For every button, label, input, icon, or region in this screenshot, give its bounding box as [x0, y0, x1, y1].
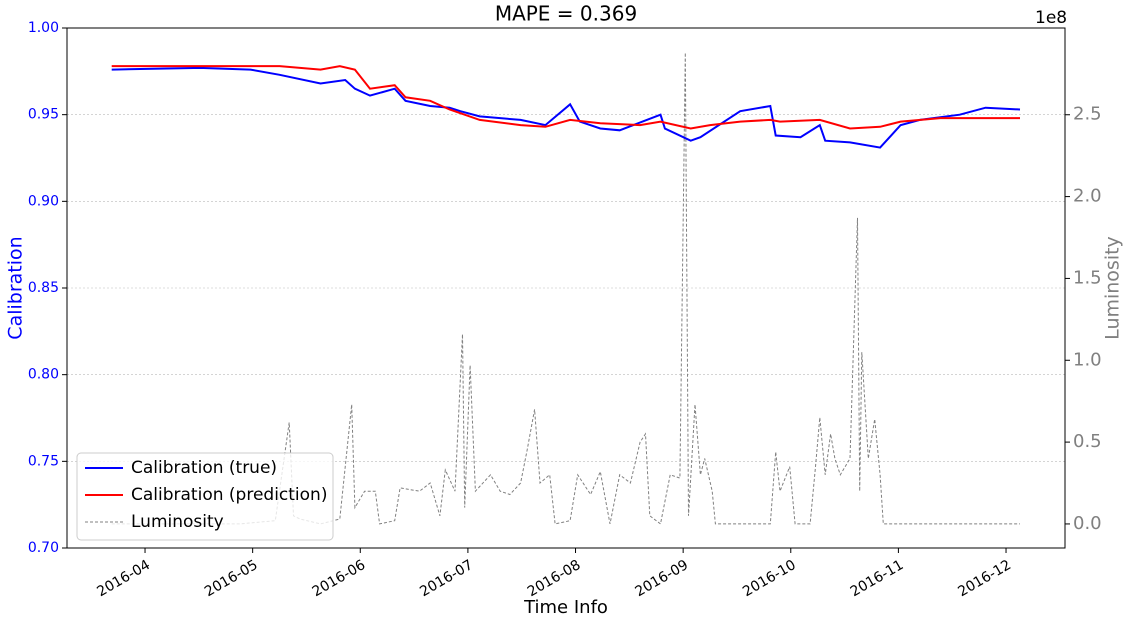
series-line [111, 65, 1020, 130]
x-tick-label: 2016-08 [525, 557, 584, 600]
x-tick-label: 2016-11 [848, 557, 907, 600]
x-tick-label: 2016-04 [94, 557, 153, 600]
x-tick-label: 2016-06 [310, 557, 369, 600]
y2-tick-label: 1.5 [1073, 267, 1102, 288]
legend: Calibration (true) Calibration (predictio… [76, 452, 334, 541]
y2-tick-label: 1.0 [1073, 349, 1102, 370]
y-tick-label: 0.95 [28, 107, 59, 123]
y2-tick-label: 0.0 [1073, 513, 1102, 534]
y-axis-label: Calibration [5, 236, 27, 339]
y-tick-label: 0.80 [28, 367, 59, 383]
series-line [111, 52, 1020, 525]
legend-box [76, 452, 334, 541]
x-axis-label: Time Info [523, 597, 608, 618]
y2-axis-label: Luminosity [1102, 236, 1124, 340]
y-tick-label: 1.00 [28, 20, 59, 36]
y-tick-label: 0.85 [28, 280, 59, 296]
y2-tick-label: 0.5 [1073, 431, 1102, 452]
y-tick-label: 0.90 [28, 193, 59, 209]
x-tick-label: 2016-12 [955, 557, 1014, 600]
x-tick-label: 2016-05 [202, 557, 261, 600]
legend-label: Calibration (true) [131, 458, 277, 478]
series-line [111, 66, 1021, 149]
legend-label: Luminosity [131, 512, 224, 532]
y2-offset-label: 1e8 [1035, 8, 1067, 28]
y-tick-label: 0.75 [28, 453, 59, 469]
plot-frame [66, 27, 1066, 549]
x-tick-label: 2016-07 [417, 557, 476, 600]
legend-label: Calibration (prediction) [131, 485, 327, 505]
y-tick-label: 0.70 [28, 540, 59, 556]
y2-tick-label: 2.0 [1073, 186, 1102, 207]
x-tick-label: 2016-10 [740, 557, 799, 600]
x-tick-label: 2016-09 [632, 557, 691, 600]
y2-tick-label: 2.5 [1073, 104, 1102, 125]
chart-title: MAPE = 0.369 [495, 2, 637, 26]
